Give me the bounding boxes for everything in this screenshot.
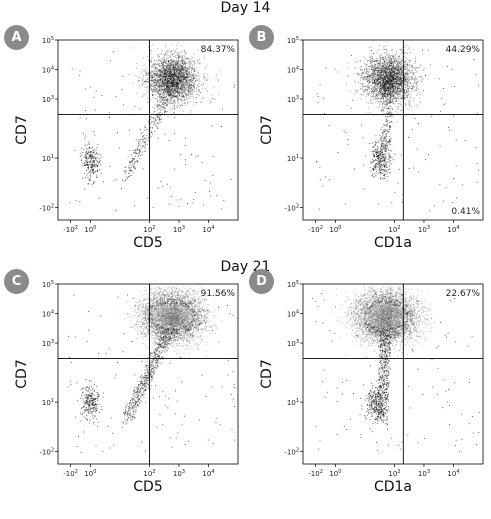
x-tick-label: 103: [418, 225, 430, 234]
y-tick-label: 105: [42, 280, 54, 289]
events: [316, 44, 480, 212]
x-axis-label: CD1a: [374, 479, 412, 495]
events: [69, 43, 235, 211]
day-14-title: Day 14: [220, 0, 271, 16]
x-tick-label: -102: [308, 225, 323, 234]
x-tick-label: 102: [143, 225, 155, 234]
y-axis-label: CD7: [259, 359, 275, 388]
y-axis-label: CD7: [14, 115, 30, 144]
panel-b: B 44.29% 0.41% -102 100 102 103 104 105 104 103 10…: [245, 22, 490, 272]
x-tick-label: 100: [84, 225, 96, 234]
y-tick-label: 104: [42, 310, 54, 319]
quadrant-upper-right-percent: 91.56%: [201, 289, 236, 299]
y-tick-label: 101: [42, 398, 54, 407]
y-tick-label: 104: [287, 66, 299, 75]
y-tick-label: 103: [287, 95, 299, 104]
flow-plot-b: 44.29% 0.41% -102 100 102 103 104 105 104 103 101 -…: [259, 36, 484, 251]
plot-frame: [57, 39, 239, 221]
y-tick-label: 105: [42, 36, 54, 45]
y-tick-label: -102: [39, 203, 54, 212]
density-core: [365, 304, 406, 329]
flow-plot-c: 91.56% -102 100 102 103 104 105 104 103 101 -102 CD…: [14, 280, 239, 495]
y-tick-label: 103: [287, 339, 299, 348]
panel-badge-c: C: [4, 269, 29, 294]
x-tick-label: 100: [84, 469, 96, 478]
y-tick-label: 101: [287, 154, 299, 163]
x-tick-label: 103: [418, 469, 430, 478]
density-core: [152, 304, 193, 329]
plot-frame: [302, 283, 484, 465]
quadrant-lower-right-percent: 0.41%: [451, 207, 480, 217]
x-tick-label: 100: [329, 225, 341, 234]
panel-badge-a: A: [4, 25, 29, 50]
x-axis-label: CD1a: [374, 235, 412, 251]
x-tick-label: 103: [173, 469, 185, 478]
y-tick-label: -102: [39, 447, 54, 456]
x-tick-label: -102: [63, 225, 78, 234]
x-tick-label: 100: [329, 469, 341, 478]
x-tick-label: 102: [388, 469, 400, 478]
quadrant-upper-right-percent: 22.67%: [446, 289, 481, 299]
y-tick-label: 103: [42, 95, 54, 104]
x-tick-label: 104: [447, 225, 459, 234]
flow-plot-d: 22.67% -102 100 102 103 104 105 104 103 101 -102 CD…: [259, 280, 484, 495]
x-tick-label: 104: [202, 469, 214, 478]
y-tick-label: 104: [42, 66, 54, 75]
panel-a: A 84.37% -102 100 102 103 104 105 104 103 101 -102…: [0, 22, 245, 272]
y-tick-label: 101: [287, 398, 299, 407]
x-tick-label: 102: [143, 469, 155, 478]
y-tick-label: -102: [284, 447, 299, 456]
y-tick-label: -102: [284, 203, 299, 212]
x-axis-label: CD5: [133, 235, 162, 251]
x-tick-label: 103: [173, 225, 185, 234]
panel-c: C 91.56% -102 100 102 103 104 105 104 103 101 -102…: [0, 266, 245, 516]
quadrant-upper-right-percent: 84.37%: [201, 45, 236, 55]
events: [67, 285, 238, 454]
y-axis-label: CD7: [14, 359, 30, 388]
panel-d: D 22.67% -102 100 102 103 104 105 104 103 101 -102…: [245, 266, 490, 516]
y-axis-label: CD7: [259, 115, 275, 144]
plot-frame: [57, 283, 239, 465]
x-tick-label: -102: [308, 469, 323, 478]
x-tick-label: 104: [447, 469, 459, 478]
x-tick-label: 102: [388, 225, 400, 234]
quadrant-upper-right-percent: 44.29%: [446, 45, 481, 55]
panel-badge-d: D: [249, 269, 274, 294]
x-axis-label: CD5: [133, 479, 162, 495]
y-tick-label: 105: [287, 280, 299, 289]
y-tick-label: 105: [287, 36, 299, 45]
plot-frame: [302, 39, 484, 221]
y-tick-label: 101: [42, 154, 54, 163]
y-tick-label: 103: [42, 339, 54, 348]
x-tick-label: 104: [202, 225, 214, 234]
x-tick-label: -102: [63, 469, 78, 478]
y-tick-label: 104: [287, 310, 299, 319]
panel-badge-b: B: [249, 25, 274, 50]
events: [312, 286, 480, 453]
flow-plot-a: 84.37% -102 100 102 103 104 105 104 103 101 -102 CD…: [14, 36, 239, 251]
